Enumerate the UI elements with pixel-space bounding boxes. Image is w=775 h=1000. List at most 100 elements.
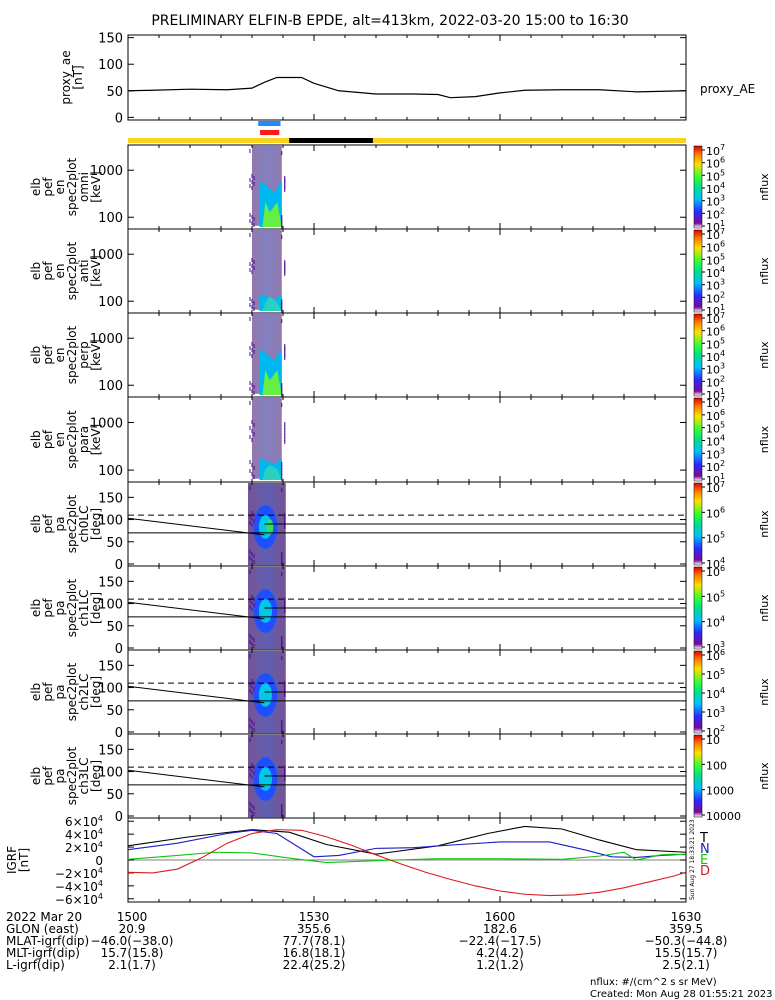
- footer-row-label: GLON (east): [6, 922, 79, 936]
- colorbar-tick-exponent: 2: [720, 374, 725, 383]
- flux-peak: [258, 767, 272, 791]
- panel-en-omni: 1000100elbpefenspec2plotomni[keV]1011021…: [29, 143, 771, 234]
- colorbar-tick-label: 105: [706, 589, 725, 604]
- y-tick-label: 6×104: [65, 814, 103, 829]
- igrf-line-t: [127, 825, 687, 855]
- y-axis-label-line: elb: [29, 346, 43, 364]
- panel-pa-ch2LC: 050100150elbpefpaspec2plotch2LC[deg]1021…: [29, 648, 771, 741]
- spectrogram-data: [249, 398, 286, 481]
- colorbar-tick-exponent: 5: [720, 531, 725, 540]
- spectrogram-data: [249, 146, 286, 229]
- colorbar-label-text: nflux: [758, 341, 771, 369]
- y-axis-label-line: ch1LC: [77, 590, 91, 627]
- y-axis-label-line: spec2plot: [65, 578, 79, 637]
- plot-frame: [127, 228, 687, 314]
- colorbar-tick-exponent: 7: [720, 227, 725, 236]
- y-axis-label-line: ch0LC: [77, 506, 91, 543]
- y-tick-label: 1000: [90, 248, 123, 263]
- flux-peak: [262, 465, 282, 480]
- y-tick-label: 100: [98, 295, 123, 310]
- colorbar-tick-exponent: 3: [720, 640, 725, 649]
- y-axis-label-line: elb: [29, 599, 43, 617]
- sunlit-segment: [128, 138, 686, 143]
- colorbar-tick-label: 105: [706, 667, 725, 682]
- footer-value: −22.4(−17.5): [459, 934, 542, 948]
- colorbar-tick-label: 10: [706, 734, 720, 747]
- flux-peak: [262, 370, 282, 395]
- footer-value: −46.0(−38.0): [91, 934, 174, 948]
- colorbar-tick-exponent: 2: [720, 290, 725, 299]
- colorbar-tick-exponent: 5: [720, 168, 725, 177]
- colorbar-tick-exponent: 4: [720, 349, 725, 358]
- y-axis-label-line: pa: [53, 601, 67, 616]
- plot-frame: [127, 396, 687, 483]
- y-axis-label-line: elb: [29, 767, 43, 785]
- y-axis-label-line: elb: [29, 515, 43, 533]
- footer-row-label: 2022 Mar 20: [6, 910, 82, 924]
- shadow-segment: [289, 138, 373, 143]
- footer-value: 20.9: [119, 922, 146, 936]
- y-tick-label: −2×104: [55, 866, 103, 881]
- y-tick-label: 100: [98, 58, 123, 73]
- y-axis-label-line: pef: [41, 766, 55, 786]
- y-tick-label: 150: [98, 491, 123, 506]
- colorbar-label-text: nflux: [758, 425, 771, 453]
- y-axis-label-line: elb: [29, 178, 43, 196]
- y-axis-label-line: [keV]: [89, 339, 103, 370]
- colorbar-tick-exponent: 3: [720, 446, 725, 455]
- footer-value: 1530: [299, 910, 330, 924]
- footer-value: 16.8(18.1): [283, 946, 346, 960]
- footer-value: 1.2(1.2): [476, 958, 524, 972]
- flux-peak: [262, 202, 282, 227]
- igrf-line-n: [127, 829, 687, 858]
- colorbar-label-text: nflux: [758, 678, 771, 706]
- footer-value: −50.3(−44.8): [645, 934, 728, 948]
- colorbar-tick-label: 106: [706, 648, 725, 663]
- footer-value: 355.6: [297, 922, 331, 936]
- y-axis-label-line: elb: [29, 683, 43, 701]
- colorbar-tick-exponent: 4: [720, 434, 725, 443]
- colorbar-tick-exponent: 6: [720, 240, 725, 249]
- y-tick-label: 0: [95, 854, 103, 868]
- y-axis-label-line: en: [53, 348, 67, 363]
- colorbar-tick-exponent: 7: [720, 480, 725, 489]
- colorbar-tick-exponent: 5: [720, 336, 725, 345]
- colorbar-tick-exponent: 4: [720, 265, 725, 274]
- colorbar-tick-label: 100: [706, 759, 727, 772]
- y-axis-label-line: omni: [77, 172, 91, 202]
- colorbar-tick-exponent: 1: [720, 303, 725, 312]
- y-axis-label-line: para: [77, 426, 91, 453]
- colorbar-tick-exponent: 3: [720, 705, 725, 714]
- y-tick-label: 150: [98, 575, 123, 590]
- y-tick-exponent: 4: [98, 814, 103, 823]
- colorbar-tick-label: 103: [706, 705, 725, 720]
- colorbar-label: nflux: [758, 257, 771, 285]
- y-axis-label-line: [nT]: [17, 848, 31, 872]
- y-tick-label: 0: [115, 642, 123, 657]
- colorbar-tick-label: 106: [706, 505, 725, 520]
- spectrogram-data: [249, 314, 286, 397]
- y-tick-label: 0: [115, 726, 123, 741]
- state-bar: [128, 121, 686, 143]
- colorbar-tick-label: 104: [706, 615, 725, 630]
- y-axis-label-line: en: [53, 180, 67, 195]
- y-axis-label-line: spec2plot: [65, 494, 79, 553]
- colorbar-label-text: nflux: [758, 257, 771, 285]
- colorbar-tick-label: 106: [706, 564, 725, 579]
- y-tick-label: 150: [98, 32, 123, 47]
- y-axis-label: IGRF[nT]: [5, 846, 31, 874]
- y-axis-label-line: [deg]: [89, 760, 103, 792]
- footer-value: 1630: [671, 910, 702, 924]
- y-axis-label-line: spec2plot: [65, 325, 79, 384]
- footer-value: 77.7(78.1): [283, 934, 346, 948]
- y-tick-label: −6×104: [55, 892, 103, 907]
- y-axis-label-line: pef: [41, 177, 55, 197]
- y-axis-label-line: pef: [41, 682, 55, 702]
- colorbar-tick-exponent: 6: [720, 324, 725, 333]
- footer-value: 22.4(25.2): [283, 958, 346, 972]
- colorbar-tick-label: 1000: [706, 785, 734, 798]
